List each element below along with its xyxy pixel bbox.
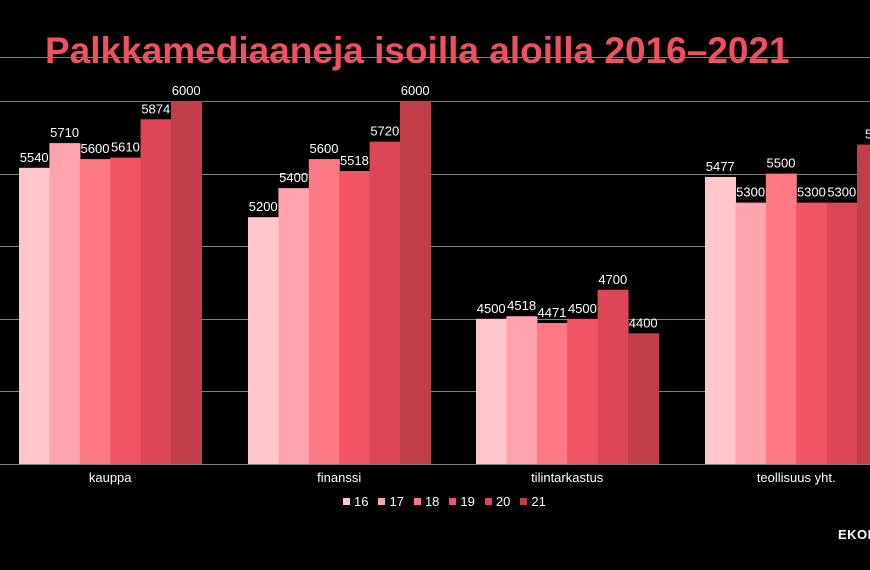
category-label: tilintarkastus [531, 470, 604, 485]
bar-20-tilintarkastus [597, 289, 629, 464]
legend-swatch [343, 498, 350, 505]
data-label: 4700 [598, 272, 627, 287]
legend-label: 18 [424, 494, 440, 509]
bar-17-kauppa [49, 143, 81, 464]
legend-label: 19 [460, 494, 475, 509]
data-label: 5477 [706, 159, 735, 174]
bar-17-tilintarkastus [506, 316, 538, 464]
legend-swatch [449, 498, 457, 505]
data-label: 5500 [767, 156, 796, 171]
legend-swatch [378, 498, 386, 505]
bar-16-kauppa [19, 167, 50, 465]
legend-label: 21 [531, 494, 546, 509]
data-label: 5518 [340, 153, 369, 168]
bar-19-kauppa [110, 157, 142, 465]
data-label: 5400 [279, 170, 308, 185]
legend-label: 17 [389, 494, 404, 509]
legend-label: 20 [495, 494, 511, 509]
data-label: 5710 [50, 125, 79, 140]
category-label: kauppa [89, 470, 132, 485]
bar-16-finanssi [248, 217, 279, 464]
legend-item: 19 [449, 494, 475, 509]
category-label: teollisuus yht. [757, 470, 836, 485]
bar-16-teollisuusyht [705, 176, 736, 464]
data-label: 5600 [310, 141, 339, 156]
bar-18-tilintarkastus [536, 323, 568, 464]
bar-17-teollisuusyht [735, 202, 767, 464]
bar-21-tilintarkastus [628, 333, 659, 464]
bar-21-finanssi [400, 101, 431, 464]
data-label: 5300 [827, 185, 856, 200]
legend-swatch [520, 498, 528, 505]
legend-item: 21 [520, 494, 546, 509]
bar-19-tilintarkastus [567, 318, 599, 464]
legend-item: 17 [378, 494, 404, 509]
data-label: 5540 [20, 150, 49, 165]
bar-21-kauppa [171, 101, 202, 464]
bar-18-teollisuusyht [765, 173, 797, 464]
bar-18-kauppa [79, 159, 111, 464]
chart-title: Palkkamediaaneja isoilla aloilla 2016–20… [45, 30, 790, 71]
legend-swatch [484, 498, 492, 505]
bar-19-finanssi [339, 170, 371, 465]
data-label: 4500 [568, 301, 597, 316]
bar-21-teollisuusyht [857, 144, 870, 464]
bar-20-kauppa [140, 119, 172, 464]
data-label: 6000 [172, 83, 201, 98]
data-label: 5300 [797, 185, 826, 200]
chart-legend: 16 17 18 19 20 21 [343, 494, 550, 509]
category-label: finanssi [317, 470, 361, 485]
data-label: 5200 [249, 199, 278, 214]
data-label: 4471 [538, 305, 567, 320]
data-label: 57 [865, 127, 870, 142]
bar-20-teollisuusyht [826, 202, 858, 464]
legend-label: 16 [354, 494, 369, 509]
data-label: 5600 [81, 141, 110, 156]
bar-17-finanssi [278, 188, 310, 464]
legend-swatch [413, 498, 421, 505]
data-label: 5610 [111, 140, 140, 155]
data-label: 4400 [629, 315, 658, 330]
bar-19-teollisuusyht [796, 202, 828, 464]
brand-logo: EKON [838, 527, 870, 542]
data-label: 4518 [507, 298, 536, 313]
data-label: 5300 [736, 185, 765, 200]
legend-item: 18 [413, 494, 440, 509]
bar-16-tilintarkastus [476, 318, 507, 464]
legend-item: 16 [343, 494, 368, 509]
bar-20-finanssi [369, 141, 401, 464]
data-label: 5874 [141, 101, 170, 116]
legend-item: 20 [484, 494, 511, 509]
data-label: 6000 [401, 83, 430, 98]
data-label: 5720 [370, 124, 399, 139]
bar-18-finanssi [308, 159, 340, 464]
data-label: 4500 [477, 301, 506, 316]
